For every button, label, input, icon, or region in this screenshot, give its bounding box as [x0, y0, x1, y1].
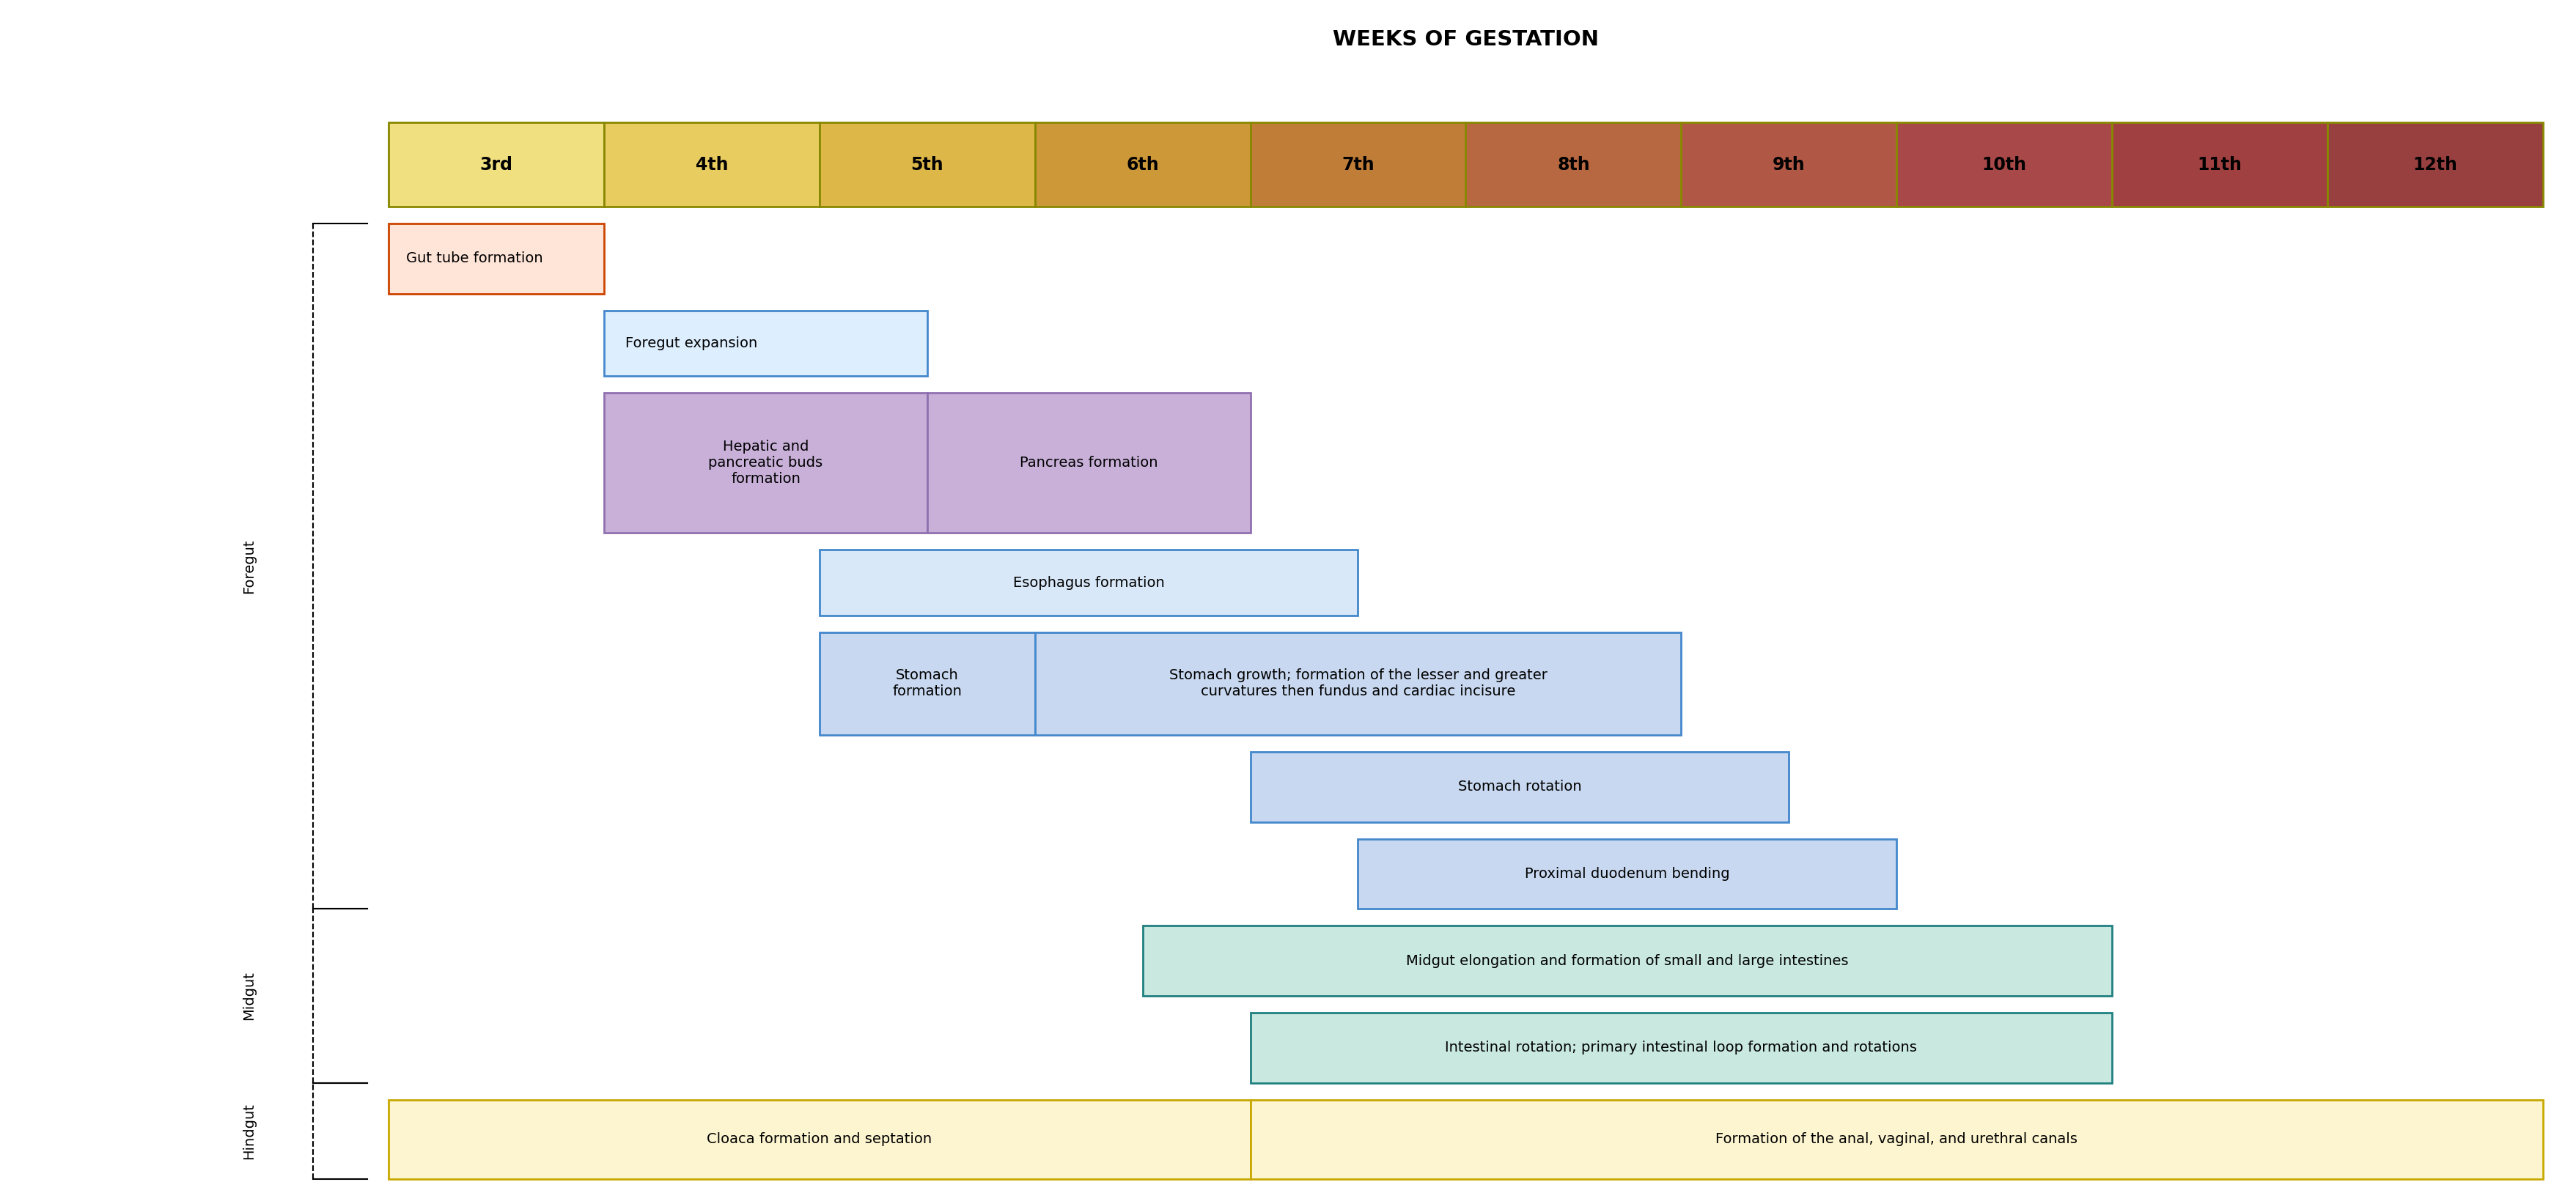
Bar: [605, 392, 927, 533]
Text: 3rd: 3rd: [479, 156, 513, 174]
Bar: [1036, 632, 1682, 735]
Text: Formation of the anal, vaginal, and urethral canals: Formation of the anal, vaginal, and uret…: [1716, 1132, 2076, 1147]
Bar: [1466, 123, 1682, 207]
Text: 6th: 6th: [1126, 156, 1159, 174]
Bar: [1249, 123, 1466, 207]
Text: Hepatic and
pancreatic buds
formation: Hepatic and pancreatic buds formation: [708, 440, 822, 486]
Bar: [1358, 839, 1896, 909]
Bar: [2112, 123, 2326, 207]
Text: Hindgut: Hindgut: [242, 1103, 255, 1160]
Text: 8th: 8th: [1556, 156, 1589, 174]
Bar: [605, 311, 927, 376]
Bar: [819, 632, 1036, 735]
Text: 11th: 11th: [2197, 156, 2241, 174]
Bar: [1249, 752, 1788, 821]
Text: Foregut expansion: Foregut expansion: [626, 336, 757, 350]
Text: Stomach growth; formation of the lesser and greater
curvatures then fundus and c: Stomach growth; formation of the lesser …: [1170, 669, 1548, 699]
Text: 9th: 9th: [1772, 156, 1806, 174]
Bar: [389, 223, 605, 293]
Text: 4th: 4th: [696, 156, 729, 174]
Text: Pancreas formation: Pancreas formation: [1020, 456, 1157, 470]
Text: Midgut elongation and formation of small and large intestines: Midgut elongation and formation of small…: [1406, 954, 1850, 968]
Text: 12th: 12th: [2414, 156, 2458, 174]
Bar: [1249, 1099, 2543, 1180]
Bar: [927, 392, 1249, 533]
Text: Stomach rotation: Stomach rotation: [1458, 780, 1582, 794]
Text: 5th: 5th: [912, 156, 943, 174]
Text: 10th: 10th: [1981, 156, 2027, 174]
Text: Intestinal rotation; primary intestinal loop formation and rotations: Intestinal rotation; primary intestinal …: [1445, 1041, 1917, 1054]
Text: Stomach
formation: Stomach formation: [891, 669, 961, 699]
Bar: [819, 123, 1036, 207]
Bar: [1682, 123, 1896, 207]
Bar: [605, 123, 819, 207]
Text: Gut tube formation: Gut tube formation: [407, 252, 544, 266]
Bar: [1036, 123, 1249, 207]
Bar: [1896, 123, 2112, 207]
Bar: [389, 1099, 1249, 1180]
Bar: [2326, 123, 2543, 207]
Text: Cloaca formation and septation: Cloaca formation and septation: [706, 1132, 933, 1147]
Text: Proximal duodenum bending: Proximal duodenum bending: [1525, 866, 1728, 881]
Text: Midgut: Midgut: [242, 972, 255, 1020]
Text: WEEKS OF GESTATION: WEEKS OF GESTATION: [1332, 30, 1600, 50]
Bar: [389, 123, 605, 207]
Bar: [1249, 1013, 2112, 1083]
Bar: [1144, 926, 2112, 996]
Bar: [819, 550, 1358, 616]
Text: Esophagus formation: Esophagus formation: [1012, 576, 1164, 590]
Text: Foregut: Foregut: [242, 539, 255, 593]
Text: 7th: 7th: [1342, 156, 1376, 174]
